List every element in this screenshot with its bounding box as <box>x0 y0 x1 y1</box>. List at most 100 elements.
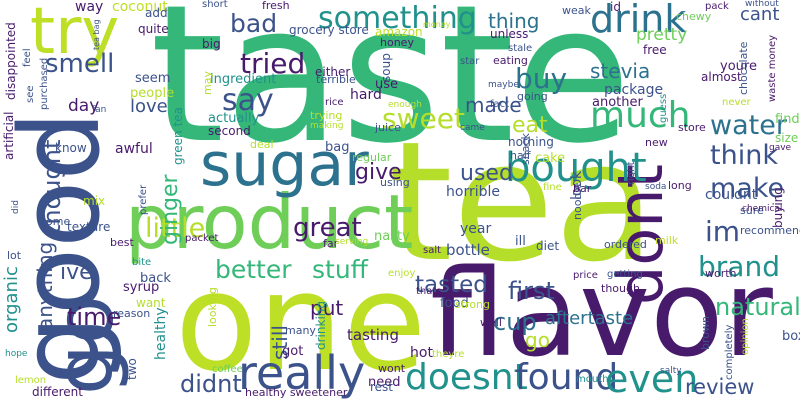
cloud-word: milk <box>655 234 679 247</box>
cloud-word: way <box>75 0 104 15</box>
cloud-word: coconut <box>112 0 168 15</box>
cloud-word: disappointed <box>4 22 18 100</box>
cloud-word: many <box>285 324 316 337</box>
cloud-word: people <box>130 86 175 101</box>
cloud-word: prefer <box>138 184 149 215</box>
cloud-word: horrible <box>446 184 500 200</box>
cloud-word: going <box>517 90 548 103</box>
cloud-word: got <box>282 344 304 359</box>
cloud-word: waste money <box>767 34 778 102</box>
cloud-word: different <box>32 385 83 399</box>
cloud-word: know <box>55 141 87 155</box>
cloud-word: amazon <box>375 25 423 39</box>
cloud-word: grocery store <box>289 23 369 37</box>
cloud-word: sweet <box>382 102 465 135</box>
cloud-word: something <box>318 1 477 36</box>
cloud-word: didnt <box>180 370 242 398</box>
cloud-word: really <box>238 346 366 400</box>
cloud-word: theyre <box>432 349 465 360</box>
cloud-word: organic <box>1 266 22 333</box>
cloud-word: back <box>140 271 171 286</box>
cloud-word: either <box>315 65 351 79</box>
cloud-word: little <box>145 213 206 244</box>
cloud-word: brown <box>699 316 712 350</box>
cloud-word: bad <box>230 9 278 38</box>
cloud-word: rest <box>370 380 394 394</box>
cloud-word: buy <box>515 62 568 95</box>
cloud-word: natural <box>715 293 800 321</box>
cloud-word: weak <box>562 4 591 17</box>
cloud-word: im <box>705 215 741 248</box>
cloud-word: fine <box>543 182 562 193</box>
cloud-word: product <box>125 178 414 266</box>
cloud-word: honey <box>380 36 414 49</box>
cloud-word: may <box>201 71 214 95</box>
cloud-word: couldnt <box>705 187 758 203</box>
cloud-word: juice <box>375 121 401 134</box>
cloud-word: think <box>710 140 778 171</box>
cloud-word: pretty <box>636 25 688 45</box>
cloud-word: trying <box>310 109 343 122</box>
cloud-word: feel <box>22 48 33 67</box>
cloud-word: great <box>293 213 362 243</box>
cloud-word: enough <box>388 100 422 110</box>
cloud-word: brand <box>698 250 780 283</box>
cloud-word: big <box>202 37 221 51</box>
cloud-word: looking <box>206 287 219 327</box>
cloud-word: seem <box>135 71 171 86</box>
cloud-word: made <box>465 93 522 117</box>
cloud-word: eating <box>493 54 528 67</box>
cloud-word: far <box>323 237 339 250</box>
cloud-word: purchased <box>39 57 50 110</box>
cloud-word: package <box>604 82 664 98</box>
cloud-word: find <box>775 112 800 127</box>
cloud-word: love <box>130 96 168 117</box>
cloud-word: hope <box>5 349 28 359</box>
cloud-word: hot <box>410 345 433 361</box>
cloud-word: much <box>590 95 691 136</box>
cloud-word: enjoy <box>388 268 416 279</box>
cloud-word: long <box>668 179 692 192</box>
cloud-word: taste <box>150 0 632 185</box>
cloud-word: healthy <box>153 307 169 360</box>
cloud-word: nasty <box>374 229 410 244</box>
cloud-word: nothing <box>508 135 554 149</box>
cloud-word: serving <box>335 237 369 247</box>
cloud-word: short <box>202 0 228 10</box>
cloud-word: diet <box>536 239 560 253</box>
cloud-word: go <box>525 328 550 352</box>
cloud-word: bought <box>505 145 647 191</box>
cloud-word: bar <box>573 182 592 195</box>
cloud-word: try <box>30 0 120 69</box>
cloud-word: wont <box>378 362 406 375</box>
cloud-word: give <box>355 160 402 185</box>
cloud-word: another <box>592 95 643 110</box>
cloud-word: add <box>145 6 168 20</box>
cloud-word: quite <box>138 22 169 36</box>
cloud-word: time <box>67 303 122 331</box>
cloud-word: say <box>222 83 274 118</box>
cloud-word: lemon <box>15 375 47 386</box>
cloud-word: terrible <box>316 73 356 86</box>
cloud-word: anything <box>33 241 57 330</box>
cloud-word: need <box>368 375 401 390</box>
cloud-word: ordered <box>604 238 647 251</box>
cloud-word: even <box>605 357 699 400</box>
cloud-word: price <box>573 270 598 281</box>
cloud-word: came <box>460 123 485 133</box>
cloud-word: food <box>440 296 469 311</box>
cloud-word: regular <box>352 151 392 164</box>
cloud-word: soda <box>645 182 667 192</box>
cloud-word: tea <box>388 106 656 298</box>
cloud-word: money <box>423 20 451 29</box>
cloud-word: rice <box>325 97 344 108</box>
cloud-word: awful <box>115 141 153 157</box>
cloud-word: mix <box>83 194 106 208</box>
cloud-word: store <box>678 121 706 134</box>
cloud-word: salty <box>660 366 682 376</box>
cloud-word: artificial <box>2 111 16 160</box>
cloud-word: healthy sweetener <box>245 386 348 399</box>
cloud-word: tasting <box>347 326 399 344</box>
cloud-word: day <box>68 96 100 116</box>
cloud-word: aftertaste <box>545 308 634 329</box>
